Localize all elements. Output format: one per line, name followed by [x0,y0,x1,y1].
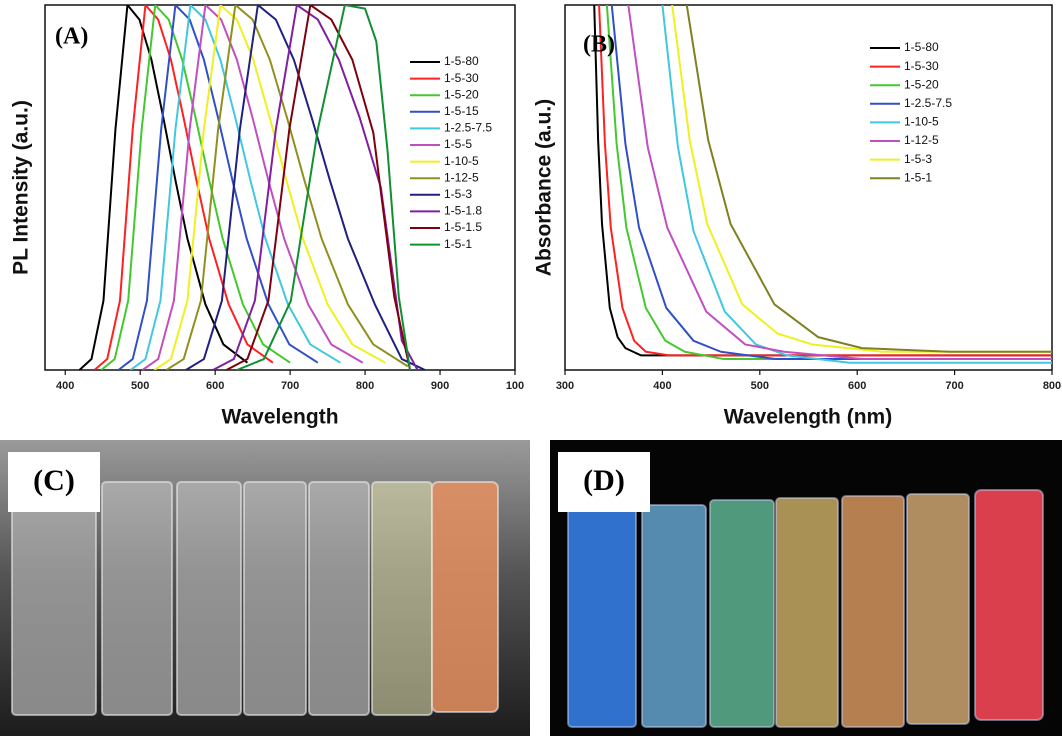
series-line [93,5,274,370]
x-tick-label: 500 [751,380,769,392]
photo-label: (D) [583,464,625,497]
legend-label: 1-5-1.5 [444,220,482,234]
x-tick-label: 400 [653,380,671,392]
legend-label: 1-5-30 [444,71,479,85]
panel-label: (A) [55,24,88,50]
legend-label: 1-10-5 [444,154,479,168]
series-line [129,5,341,370]
series-line [100,5,291,370]
x-tick-label: 900 [431,380,449,392]
x-tick-label: 800 [356,380,374,392]
series-line [225,5,412,370]
legend-label: 1-5-15 [444,104,479,118]
legend-label: 1-5-1 [444,237,472,251]
legend-label: 1-12-5 [904,133,939,147]
series-line [165,5,409,370]
legend-label: 1-5-5 [444,137,472,151]
curves [593,5,1052,364]
legend-label: 1-5-80 [904,40,939,54]
x-tick-label: 600 [848,380,866,392]
x-axis-label: Wavelength (nm) [724,406,892,429]
label-box [558,452,650,512]
photo-label: (C) [33,464,75,497]
series-line [610,5,1052,361]
x-tick-label: 300 [556,380,574,392]
x-tick-label: 700 [945,380,963,392]
series-line [117,5,319,370]
legend-label: 1-5-1.8 [444,204,482,218]
legend-label: 1-10-5 [904,115,939,129]
legend-label: 1-5-1 [904,170,932,184]
x-tick-label: 700 [281,380,299,392]
legend-label: 1-2.5-7.5 [904,96,952,110]
label-box [8,452,100,512]
legend-label: 1-5-80 [444,54,479,68]
series-line [661,5,1052,364]
legend-label: 1-5-20 [904,77,939,91]
panel-label: (B) [583,32,615,58]
y-axis-label: Absorbance (a.u.) [533,99,556,276]
x-tick-label: 100 [506,380,524,392]
legend-label: 1-5-30 [904,59,939,73]
x-tick-label: 400 [56,380,74,392]
legend-label: 1-5-3 [444,187,472,201]
series-line [627,5,1052,361]
curves [78,5,426,370]
series-line [685,5,1052,353]
series-line [236,5,412,370]
x-axis-label: Wavelength [221,406,338,429]
chart: 300 400 500 600 700 800 Wavelength (nm) Absorba… [533,4,1061,429]
legend-label: 1-5-20 [444,87,479,101]
series-line [185,5,426,370]
chart: 400 500 600 700 800 900 100 Wavelength PL Intens… [10,4,524,429]
y-axis-label: PL Intensity (a.u.) [10,100,33,275]
legend-label: 1-12-5 [444,170,479,184]
plot-frame [44,4,516,371]
legend-label: 1-5-3 [904,152,932,166]
x-tick-label: 800 [1043,380,1061,392]
x-tick-label: 600 [206,380,224,392]
series-line [153,5,386,370]
plot-frame [564,4,1053,371]
series-line [141,5,364,370]
legend-label: 1-2.5-7.5 [444,121,492,135]
series-line [78,5,248,370]
photo-c [0,440,530,736]
x-tick-label: 500 [131,380,149,392]
